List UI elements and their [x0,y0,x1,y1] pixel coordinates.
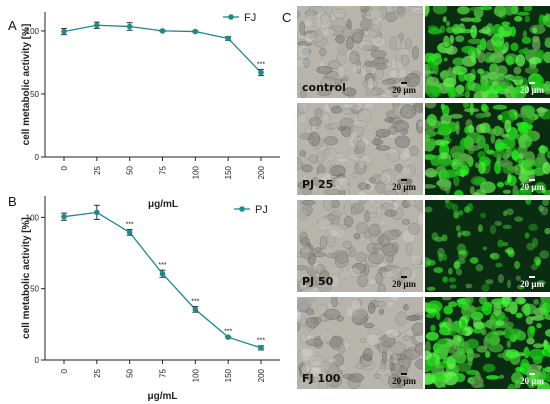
legend-label: FJ [244,12,256,24]
x-tick-label: 200 [257,368,266,382]
brightfield-image-pj50: PJ 50 20 μm [297,200,423,292]
y-tick-label: 50 [30,285,39,294]
y-tick-label: 50 [30,90,39,99]
y-axis-title: cell metabolic activity [%] [21,217,32,339]
x-tick-label: 25 [93,368,102,377]
fluorescence-image-pj25: 20 μm [425,103,550,195]
x-tick-label: 25 [93,165,102,174]
y-tick-label: 0 [35,356,40,365]
significance-marker: *** [126,222,134,229]
x-tick-label: 150 [224,165,233,179]
fluorescence-image-pj50: 20 μm [425,200,550,292]
legend-marker [228,14,234,20]
data-point [94,22,100,29]
fluorescence-image-fj100: 20 μm [425,297,550,389]
significance-marker: *** [257,61,265,68]
data-point [192,306,199,313]
data-point [159,270,166,277]
micrograph-label: control [302,81,346,94]
scale-bar: 20 μm [392,276,416,289]
y-tick-label: 100 [26,213,40,222]
legend-marker [239,206,245,212]
data-point [159,28,166,34]
scale-bar: 20 μm [520,373,544,386]
x-tick-label: 75 [159,165,168,174]
brightfield-image-control: control 20 μm [297,6,423,98]
y-axis-title: cell metabolic activity [%] [21,24,32,146]
scale-bar: 20 μm [392,179,416,192]
data-point [126,229,133,236]
scale-bar: 20 μm [520,276,544,289]
scale-bar: 20 μm [520,82,544,95]
data-point [225,35,231,42]
data-point [192,28,199,35]
data-point [126,23,133,30]
x-tick-label: 75 [159,368,168,377]
significance-marker: *** [191,299,199,306]
data-point [94,209,100,216]
x-tick-label: 150 [224,368,233,382]
micrograph-label: PJ 50 [302,275,334,288]
x-tick-label: 0 [60,165,69,170]
brightfield-image-fj100: FJ 100 20 μm [297,297,423,389]
data-point [61,213,67,220]
y-tick-label: 0 [35,153,40,162]
x-tick-label: 200 [257,165,266,179]
data-point [225,334,231,340]
panel-letter-c: C [282,10,292,25]
x-axis-title-between: μg/mL [148,199,178,210]
x-axis-title: μg/mL [147,391,177,402]
micrograph-label: PJ 25 [302,178,334,191]
x-tick-label: 100 [191,165,200,179]
significance-marker: *** [158,262,166,269]
scale-bar: 20 μm [392,373,416,386]
x-tick-label: 50 [126,368,135,377]
significance-marker: *** [224,328,232,335]
x-tick-label: 100 [191,368,200,382]
significance-marker: *** [257,338,265,345]
scale-bar: 20 μm [520,179,544,192]
panel-letter-b: B [8,194,17,209]
y-tick-label: 100 [26,27,40,36]
scale-bar: 20 μm [392,82,416,95]
fluorescence-image-control: 20 μm [425,6,550,98]
x-tick-label: 0 [60,368,69,373]
data-point [258,345,264,351]
data-point [61,28,67,35]
brightfield-image-pj25: PJ 25 20 μm [297,103,423,195]
data-point [258,69,264,76]
x-tick-label: 50 [126,165,135,174]
micrograph-label: FJ 100 [302,372,341,385]
panel-letter-a: A [8,18,17,33]
legend-label: PJ [255,204,268,216]
